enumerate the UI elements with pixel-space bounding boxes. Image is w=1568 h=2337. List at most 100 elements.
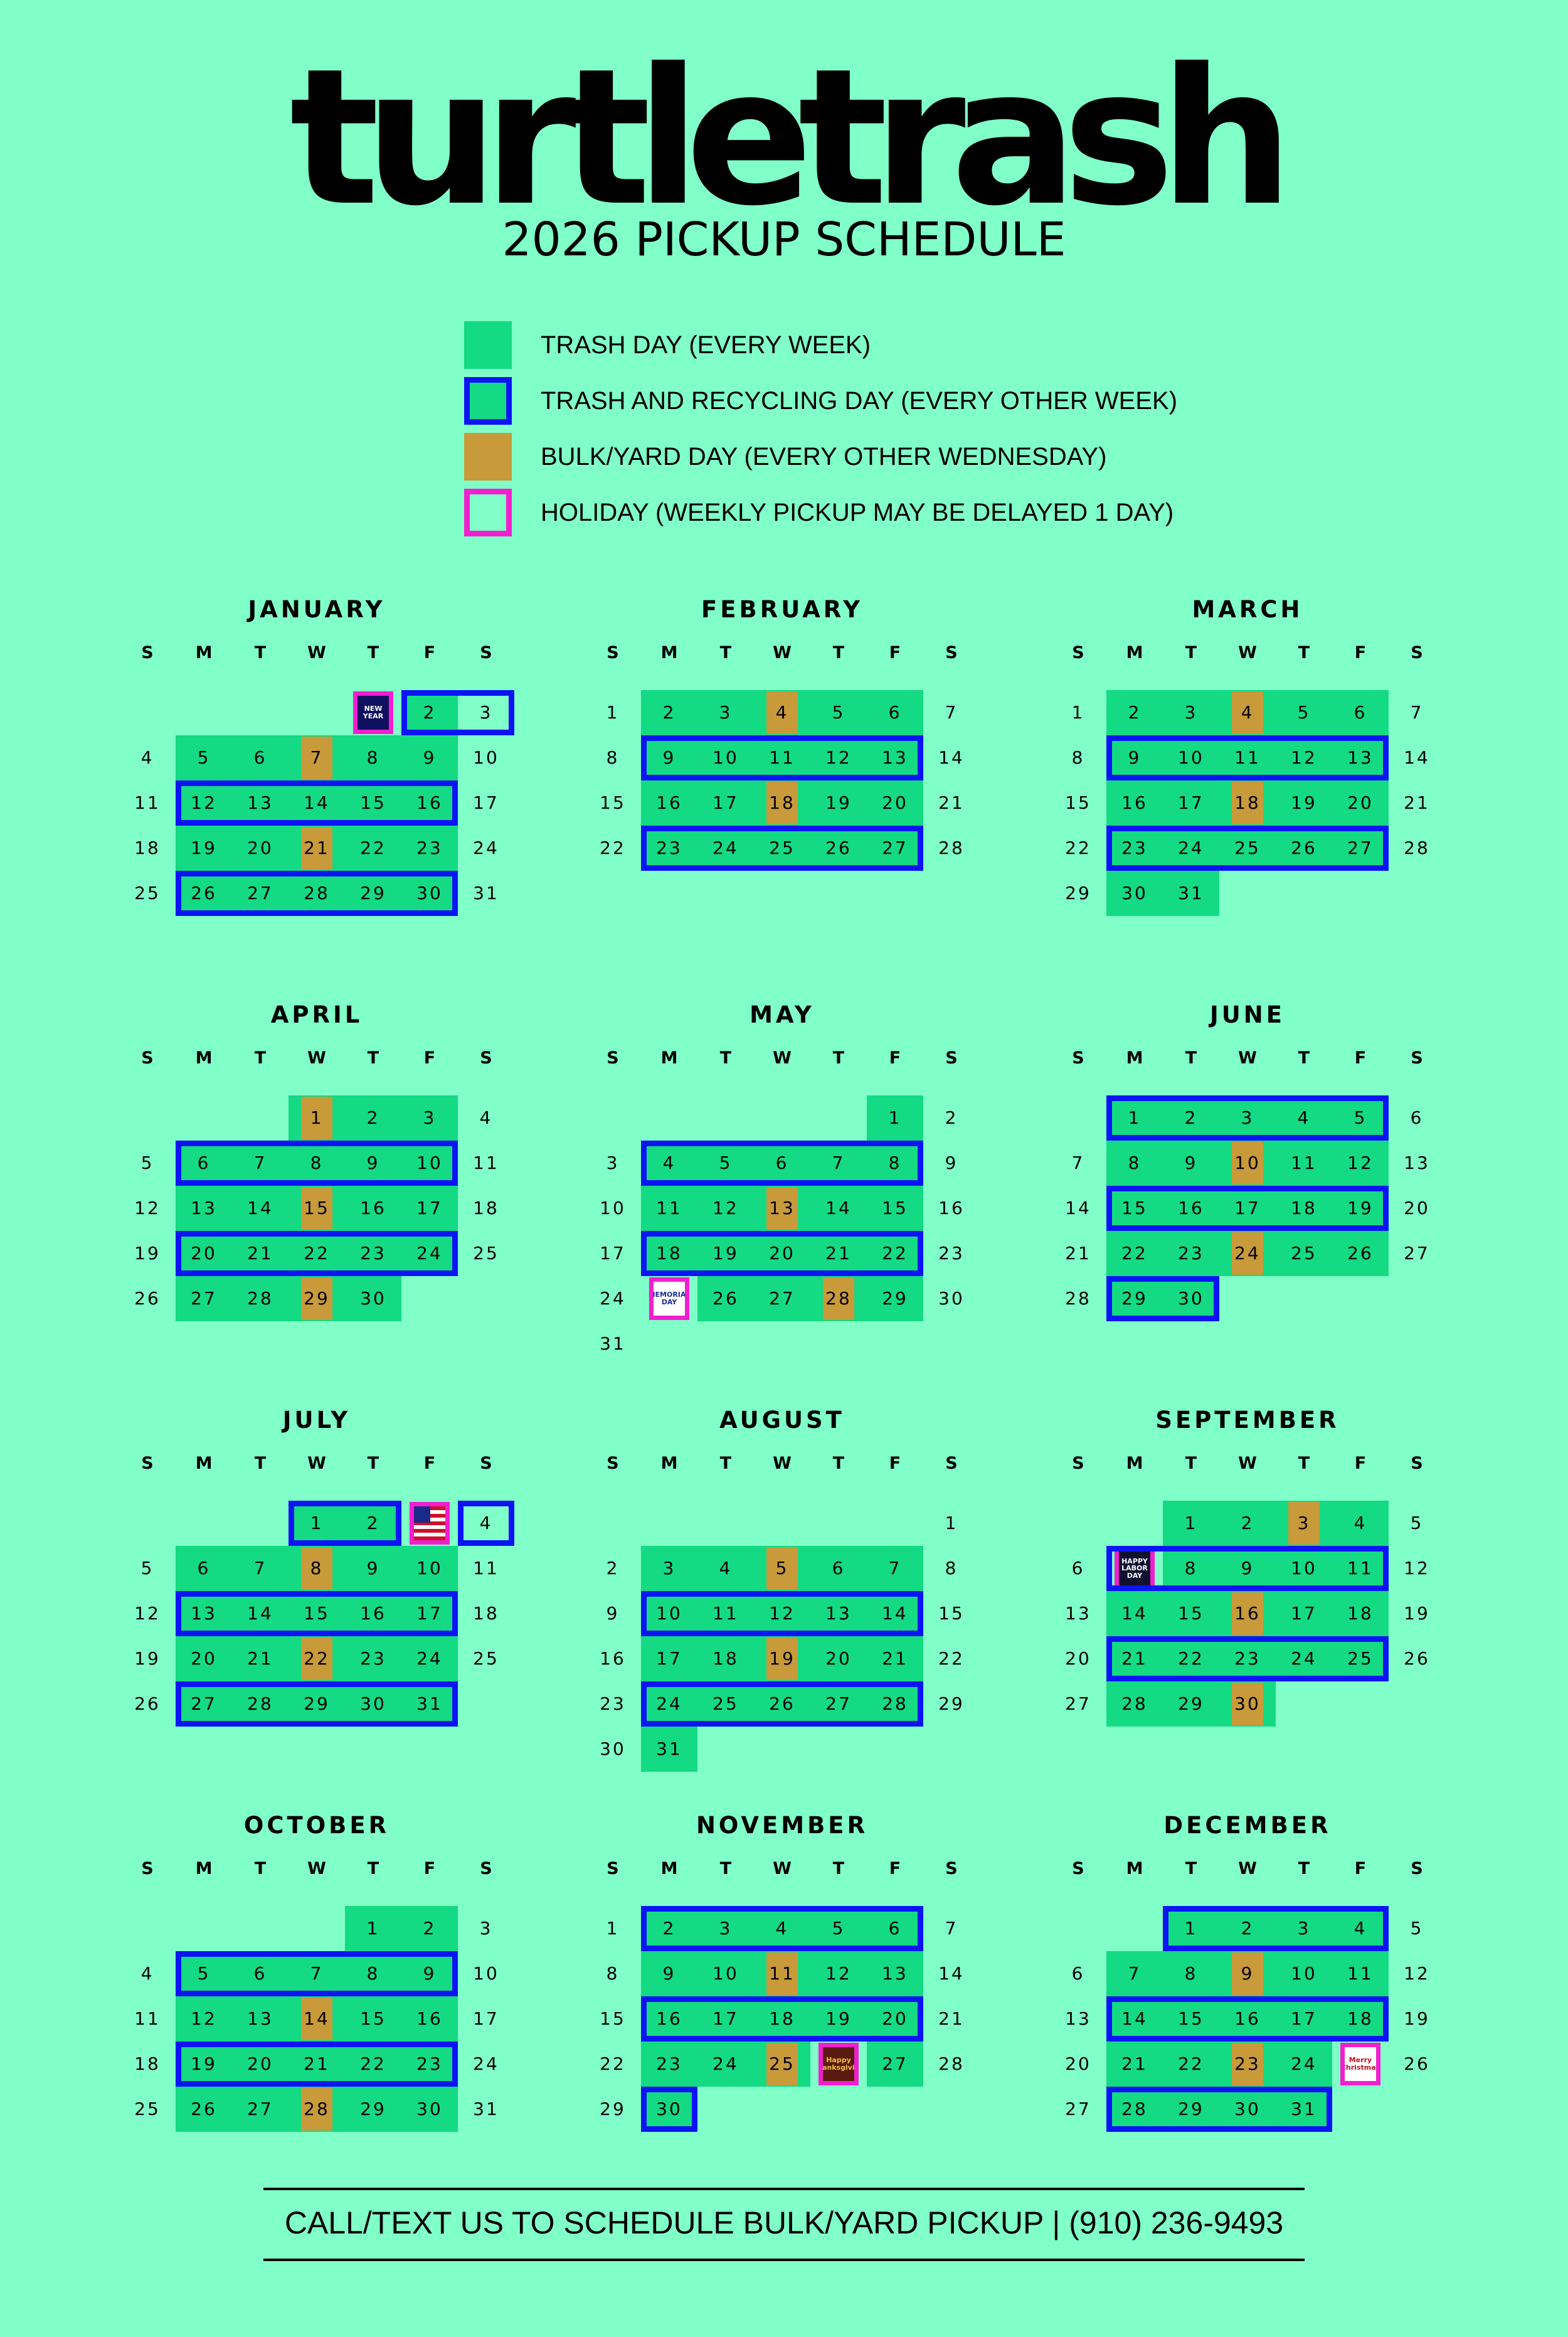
calendar-day: 5	[697, 1141, 754, 1186]
calendar-day: 9	[641, 735, 697, 780]
calendar-day: 20	[232, 826, 289, 871]
calendar-day: 26	[1332, 1231, 1389, 1276]
calendar-day: 1	[606, 702, 620, 723]
calendar-day: 18	[697, 1636, 754, 1681]
calendar-day: 13	[1065, 1603, 1091, 1624]
calendar-day: 14	[938, 747, 965, 768]
calendar-day: 26	[697, 1276, 754, 1321]
calendar-day: 18	[473, 1603, 499, 1624]
weekday-header: M	[660, 1859, 678, 1878]
calendar-day: 10	[473, 747, 499, 768]
calendar-day: 29	[345, 2087, 401, 2132]
calendar-day: 21	[1106, 2042, 1163, 2087]
calendar-day: 14	[938, 1963, 965, 1984]
weekday-header: T	[832, 1048, 845, 1068]
calendar-day: 15	[1065, 792, 1091, 813]
calendar-day: 23	[1219, 1636, 1276, 1681]
calendar-day: 30	[401, 2087, 458, 2132]
calendar-day: 7HAPPY LABOR DAY	[1106, 1546, 1163, 1591]
calendar-day: 28	[232, 1681, 289, 1727]
calendar-day: 1	[945, 1513, 958, 1533]
month-title: JUNE	[1209, 1001, 1286, 1028]
calendar-day: 9	[1219, 1546, 1276, 1591]
calendar-day: 15	[938, 1603, 965, 1624]
calendar-day: 27	[176, 1681, 232, 1727]
weekday-header: W	[307, 1454, 326, 1473]
calendar-day: 8	[345, 735, 401, 780]
calendar-day: 25	[1332, 1636, 1389, 1681]
weekday-header: S	[607, 643, 619, 663]
calendar-day: 8	[1163, 1951, 1219, 1996]
weekday-header: F	[1354, 1859, 1367, 1878]
calendar-day: 12	[134, 1603, 161, 1624]
calendar-day: 18	[134, 2053, 161, 2074]
calendar-day: 7	[945, 1918, 958, 1939]
calendar-day: 23	[1106, 826, 1163, 871]
calendar-day: 5	[1332, 1095, 1389, 1141]
weekday-header: T	[719, 1859, 732, 1878]
calendar-day: 8	[606, 1963, 620, 1984]
calendar-day: 15	[289, 1186, 345, 1231]
calendar-day: 17	[697, 780, 754, 826]
weekday-header: T	[1185, 643, 1197, 663]
calendar-day: 1NEW YEAR	[345, 690, 401, 735]
calendar-day: 11	[1332, 1951, 1389, 1996]
calendar-day: 24	[401, 1231, 458, 1276]
legend-label: HOLIDAY (WEEKLY PICKUP MAY BE DELAYED 1 …	[541, 499, 1174, 526]
calendar-day: 22	[1065, 838, 1091, 858]
calendar-day: 25	[134, 883, 161, 903]
calendar-day: 6	[232, 1951, 289, 1996]
calendar-day: 3	[697, 690, 754, 735]
calendar-day: 14	[1106, 1996, 1163, 2042]
calendar-day: 11	[754, 1951, 810, 1996]
weekday-header: W	[1238, 643, 1257, 663]
calendar-day: 25	[134, 2099, 161, 2119]
calendar-day: 20	[232, 2042, 289, 2087]
calendar-day: 30	[641, 2087, 697, 2132]
calendar-day: 5	[176, 735, 232, 780]
calendar-day: 11	[697, 1591, 754, 1636]
calendar-day: 25Merry Christmas	[1332, 2042, 1389, 2087]
calendar-day: 27	[232, 2087, 289, 2132]
calendar-day: 27	[754, 1276, 810, 1321]
weekday-header: W	[773, 643, 792, 663]
new-year-icon: NEW YEAR	[353, 691, 393, 734]
holiday-label: Merry Christmas	[1340, 2056, 1380, 2072]
calendar-day: 18	[473, 1198, 499, 1218]
calendar-day: 22	[1163, 2042, 1219, 2087]
calendar-day: 25	[1276, 1231, 1332, 1276]
calendar-day: 3	[1276, 1906, 1332, 1951]
calendar-day: 17	[401, 1186, 458, 1231]
calendar-day: 19	[810, 1996, 867, 2042]
weekday-header: F	[1354, 1048, 1367, 1068]
calendar-day: 9	[1163, 1141, 1219, 1186]
weekday-header: S	[607, 1454, 619, 1473]
calendar-day: 19	[1404, 2008, 1430, 2029]
month-title: DECEMBER	[1163, 1812, 1332, 1839]
calendar-day: 28	[938, 2053, 965, 2074]
calendar-day: 13	[232, 1996, 289, 2042]
calendar-day: 10	[401, 1141, 458, 1186]
month-title: MAY	[750, 1001, 815, 1028]
calendar-day: 25MEMORIAL DAY	[641, 1276, 697, 1321]
calendar-day: 29	[600, 2099, 626, 2119]
calendar-day: 22	[289, 1636, 345, 1681]
weekday-header: M	[1126, 1859, 1143, 1878]
calendar-day: 17	[1219, 1186, 1276, 1231]
calendar-day: 23	[1163, 1231, 1219, 1276]
calendar-day: 6	[1410, 1107, 1424, 1128]
calendar-day: 18	[1332, 1591, 1389, 1636]
calendar-day: 3	[401, 1095, 458, 1141]
calendar-day: 3	[479, 1918, 493, 1939]
calendar-day: 30	[600, 1738, 626, 1759]
calendar-day: 22	[600, 838, 626, 858]
calendar-day: 15	[1106, 1186, 1163, 1231]
calendar-day: 21	[1106, 1636, 1163, 1681]
calendar-day: 26	[134, 1288, 161, 1309]
weekday-header: S	[1411, 1454, 1423, 1473]
calendar-day: 24	[600, 1288, 626, 1309]
calendar-day: 28	[289, 871, 345, 916]
weekday-header: M	[660, 1454, 678, 1473]
calendar-day: 1	[289, 1501, 345, 1546]
calendar-day: 1	[345, 1906, 401, 1951]
